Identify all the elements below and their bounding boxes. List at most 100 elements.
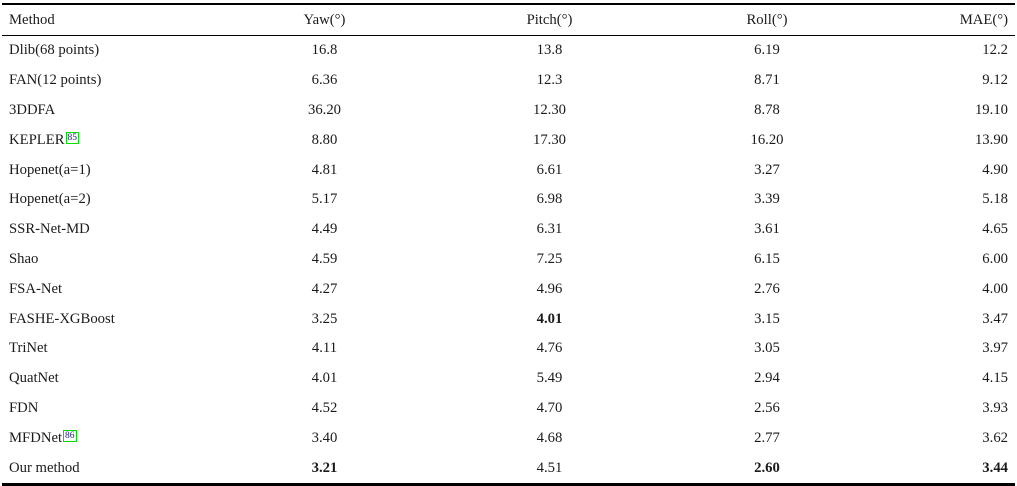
yaw-cell: 8.80 [311,131,338,148]
yaw-cell: 4.49 [311,221,338,238]
mae-cell: 9.12 [982,72,1008,89]
mae-cell: 5.18 [982,191,1008,208]
mae-cell: 3.62 [982,429,1008,446]
roll-cell: 3.15 [754,310,780,327]
roll-cell: 3.27 [754,161,780,178]
yaw-cell: 4.01 [311,370,338,387]
header-cell-mae: MAE(°) [872,3,1015,36]
yaw-cell: 4.11 [311,340,338,357]
table-row: FSA-Net 4.27 4.96 2.76 4.00 [2,274,1015,304]
method-cell: SSR-Net-MD [9,221,90,238]
table-row: Shao 4.59 7.25 6.15 6.00 [2,245,1015,275]
roll-cell: 2.94 [754,370,780,387]
method-cell: Hopenet(a=1) [9,161,91,178]
yaw-cell: 3.25 [311,310,338,327]
header-row: Method Yaw(°) Pitch(°) Roll(°) MAE(°) [2,3,1015,36]
yaw-cell: 16.8 [311,42,338,59]
mae-cell: 4.15 [982,370,1008,387]
pitch-cell: 6.61 [536,161,563,178]
mae-cell: 3.93 [982,399,1008,416]
table-row: Our method 3.21 4.51 2.60 3.44 [2,453,1015,486]
mae-cell: 3.44 [872,453,1015,486]
method-cell: FAN(12 points) [9,72,102,89]
pitch-cell: 13.8 [536,42,563,59]
method-cell: MFDNet 86 [9,429,77,446]
roll-cell: 2.76 [754,280,780,297]
table-row: KEPLER 85 8.80 17.30 16.20 13.90 [2,125,1015,155]
yaw-cell: 4.27 [311,280,338,297]
pitch-cell: 17.30 [532,131,567,148]
roll-cell: 6.15 [754,250,780,267]
method-cell: FASHE-XGBoost [9,310,115,327]
roll-cell: 6.19 [754,42,780,59]
mae-cell: 4.65 [982,221,1008,238]
pitch-cell: 4.76 [536,340,563,357]
pitch-cell: 6.98 [536,191,563,208]
mae-cell: 3.47 [982,310,1008,327]
citation-link[interactable]: 85 [65,131,79,144]
header-cell-yaw: Yaw(°) [212,3,437,36]
table-row: MFDNet 86 3.40 4.68 2.77 3.62 [2,423,1015,453]
method-cell: QuatNet [9,370,59,387]
results-table: Method Yaw(°) Pitch(°) Roll(°) MAE(°) Dlib(6… [2,3,1015,486]
mae-cell: 12.2 [982,42,1008,59]
table-row: TriNet 4.11 4.76 3.05 3.97 [2,334,1015,364]
mae-cell: 19.10 [974,101,1008,118]
table-row: 3DDFA 36.20 12.30 8.78 19.10 [2,96,1015,126]
method-cell: Our method [2,453,212,486]
citation-link[interactable]: 86 [63,429,77,442]
header-cell-method: Method [2,3,212,36]
yaw-cell: 3.40 [311,429,338,446]
mae-cell: 3.97 [982,340,1008,357]
pitch-cell: 4.96 [536,280,563,297]
pitch-cell: 12.3 [536,72,563,89]
yaw-cell: 4.59 [311,250,338,267]
method-cell: TriNet [9,340,48,357]
roll-cell: 3.05 [754,340,780,357]
roll-cell: 3.61 [754,221,780,238]
pitch-cell: 5.49 [536,370,563,387]
method-cell: Shao [9,250,39,267]
mae-cell: 13.90 [974,131,1008,148]
yaw-cell: 5.17 [311,191,338,208]
roll-cell: 2.77 [754,429,780,446]
roll-cell: 16.20 [750,131,784,148]
table-row: Dlib(68 points) 16.8 13.8 6.19 12.2 [2,36,1015,66]
table-row: QuatNet 4.01 5.49 2.94 4.15 [2,364,1015,394]
method-cell: KEPLER 85 [9,131,79,148]
yaw-cell: 6.36 [311,72,338,89]
yaw-cell: 36.20 [307,101,342,118]
header-cell-pitch: Pitch(°) [437,3,662,36]
pitch-cell: 4.51 [437,453,662,486]
mae-cell: 4.90 [982,161,1008,178]
pitch-cell: 4.01 [536,310,563,327]
pitch-cell: 7.25 [536,250,563,267]
table-body: Dlib(68 points) 16.8 13.8 6.19 12.2 FAN(12 po… [2,36,1015,486]
roll-cell: 8.78 [754,101,780,118]
table-row: Hopenet(a=1) 4.81 6.61 3.27 4.90 [2,155,1015,185]
mae-cell: 6.00 [982,250,1008,267]
roll-cell: 2.60 [662,453,872,486]
method-cell: 3DDFA [9,101,56,118]
table-row: FAN(12 points) 6.36 12.3 8.71 9.12 [2,66,1015,96]
method-cell: FSA-Net [9,280,63,297]
header-cell-roll: Roll(°) [662,3,872,36]
pitch-cell: 12.30 [532,101,567,118]
method-cell: FDN [9,399,39,416]
yaw-cell: 4.81 [311,161,338,178]
pitch-cell: 4.70 [536,399,563,416]
pitch-cell: 6.31 [536,221,563,238]
yaw-cell: 3.21 [212,453,437,486]
table-row: FDN 4.52 4.70 2.56 3.93 [2,394,1015,424]
pitch-cell: 4.68 [536,429,563,446]
yaw-cell: 4.52 [311,399,338,416]
table-row: FASHE-XGBoost 3.25 4.01 3.15 3.47 [2,304,1015,334]
table-row: SSR-Net-MD 4.49 6.31 3.61 4.65 [2,215,1015,245]
method-cell: Dlib(68 points) [9,42,100,59]
roll-cell: 2.56 [754,399,780,416]
table-row: Hopenet(a=2) 5.17 6.98 3.39 5.18 [2,185,1015,215]
mae-cell: 4.00 [982,280,1008,297]
method-cell: Hopenet(a=2) [9,191,91,208]
roll-cell: 3.39 [754,191,780,208]
